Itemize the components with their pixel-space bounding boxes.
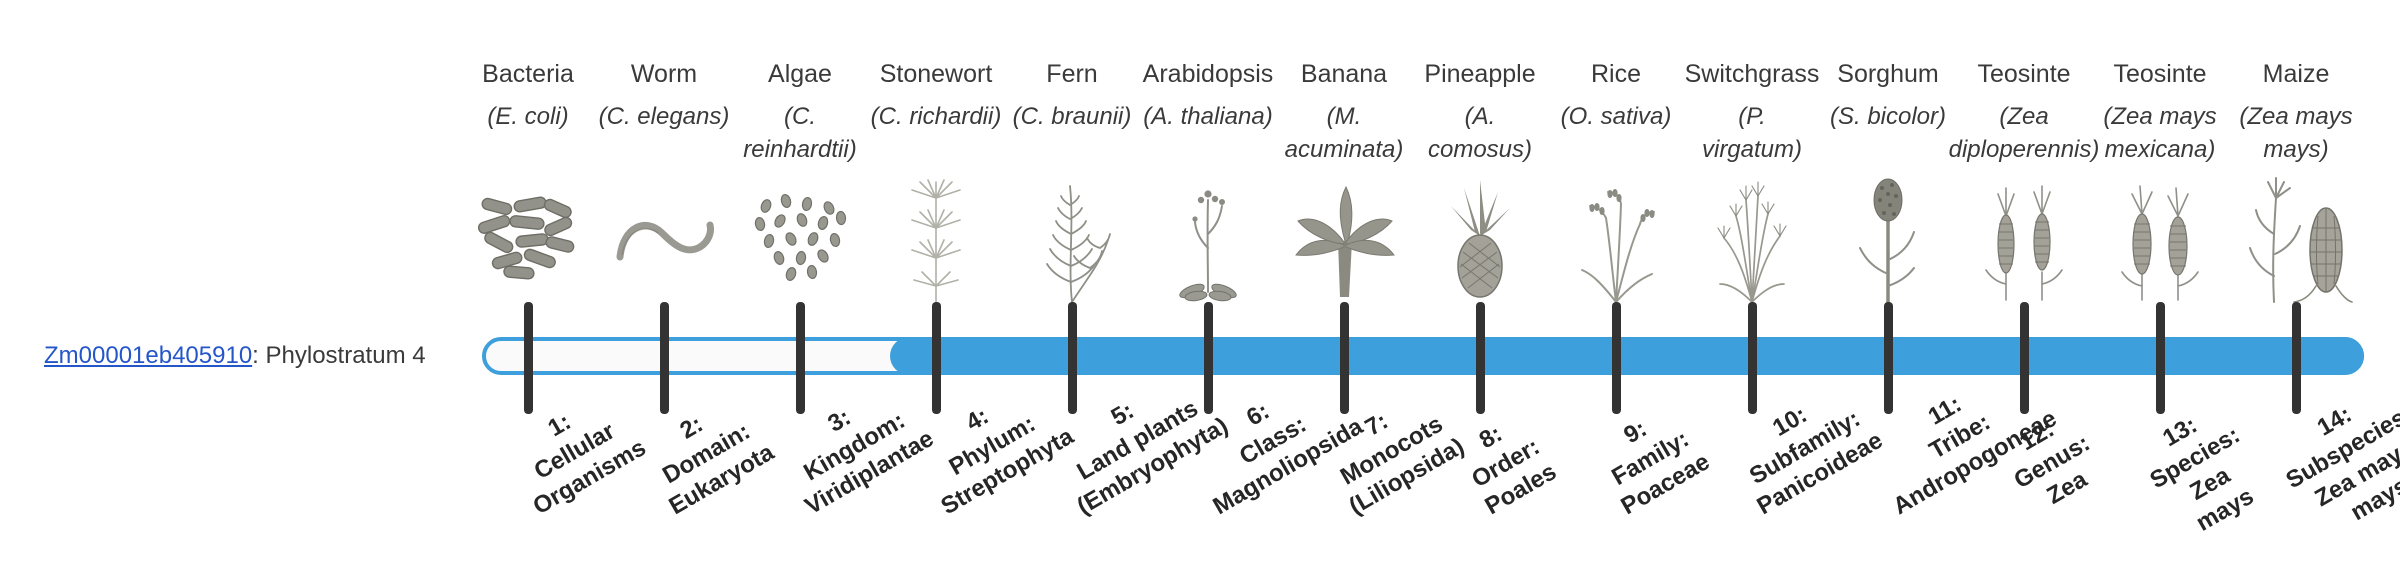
stratum-tick [2291, 302, 2301, 414]
organism-name: Stonewort [879, 60, 993, 88]
organism-column: Fern (C. braunii) 5: Land plants (Embryo… [1004, 0, 1233, 580]
bacteria-icon [460, 170, 596, 306]
algae-icon [732, 170, 868, 306]
organism-column: Switchgrass (P. virgatum) 10: Subfamily:… [1684, 0, 1888, 580]
maize-icon [2228, 170, 2364, 306]
phylostrata-bar-fill [890, 337, 2364, 375]
stratum-tick [1883, 302, 1893, 414]
organism-name: Arabidopsis [1142, 60, 1274, 88]
banana-icon [1276, 170, 1412, 306]
organism-column: Arabidopsis (A. thaliana) 6: Class: Magn… [1140, 0, 1368, 580]
fern-icon [1004, 170, 1140, 306]
organism-column: Worm (C. elegans) 2: Domain: Eukaryota [596, 0, 779, 580]
stratum-tick [1339, 302, 1349, 414]
organism-latin-name: (E. coli) [487, 103, 569, 130]
organism-column: Algae (C. reinhardtii) 3: Kingdom: Virid… [732, 0, 938, 580]
stratum-label: 8: Order: Poales [1467, 420, 1562, 521]
organism-name: Switchgrass [1684, 60, 1820, 88]
teosinte-diploperennis-icon [1956, 170, 2092, 306]
organism-column: Bacteria (E. coli) 1: Cellular Organisms [460, 0, 651, 580]
organism-name: Pineapple [1424, 60, 1536, 88]
organism-name: Banana [1300, 60, 1388, 88]
organism-latin-name: (A. comosus) [1427, 103, 1533, 163]
organism-latin-name: (P. virgatum) [1701, 103, 1803, 163]
organism-latin-name: (C. elegans) [598, 103, 730, 130]
gene-label: Zm00001eb405910: Phylostratum 4 [44, 342, 426, 370]
organism-name: Fern [1046, 60, 1098, 88]
stratum-tick [1203, 302, 1213, 414]
organism-column: Pineapple (A. comosus) 8: Order: Poales [1412, 0, 1561, 580]
organism-name: Bacteria [482, 60, 574, 88]
organism-latin-name: (O. sativa) [1560, 103, 1672, 130]
stratum-tick [1475, 302, 1485, 414]
organism-latin-name: (Zea diploperennis) [1948, 103, 2100, 163]
stratum-label: 14: Subspecies: Zea mays mays [2281, 400, 2400, 527]
stratum-tick [1067, 302, 1077, 414]
organism-name: Teosinte [2113, 60, 2207, 88]
arabidopsis-icon [1140, 170, 1276, 306]
organism-latin-name: (S. bicolor) [1829, 103, 1947, 130]
stratum-tick [2155, 302, 2165, 414]
stonewort-icon [868, 170, 1004, 306]
stratum-tick [795, 302, 805, 414]
switchgrass-icon [1684, 170, 1820, 306]
organism-column: Teosinte (Zea mays mexicana) 13: Species… [2092, 0, 2258, 580]
teosinte-mexicana-icon [2092, 170, 2228, 306]
rice-icon [1548, 170, 1684, 306]
organism-latin-name: (Zea mays mays) [2239, 103, 2353, 163]
organism-name: Worm [630, 60, 698, 88]
worm-icon [596, 170, 732, 306]
stratum-tick [1611, 302, 1621, 414]
stratum-tick [659, 302, 669, 414]
organism-name: Algae [768, 60, 832, 88]
organism-column: Teosinte (Zea diploperennis) 12: Genus: … [1949, 0, 2100, 580]
stratum-tick [1747, 302, 1757, 414]
sorghum-icon [1820, 170, 1956, 306]
organism-latin-name: (C. reinhardtii) [743, 103, 857, 163]
organism-column: Banana (M. acuminata) 7: Monocots (Lilio… [1276, 0, 1469, 580]
organism-name: Sorghum [1837, 60, 1939, 88]
stratum-tick [2019, 302, 2029, 414]
organism-column: Maize (Zea mays mays) 14: Subspecies: Ze… [2228, 0, 2400, 580]
phylostratum-text: : Phylostratum 4 [252, 342, 426, 369]
organism-name: Teosinte [1977, 60, 2071, 88]
organism-name: Maize [2262, 60, 2330, 88]
organism-name: Rice [1590, 60, 1641, 88]
gene-id-link[interactable]: Zm00001eb405910 [44, 342, 253, 369]
organism-latin-name: (C. braunii) [1012, 103, 1132, 130]
organism-latin-name: (A. thaliana) [1143, 103, 1273, 130]
pineapple-icon [1412, 170, 1548, 306]
organism-column: Stonewort (C. richardii) 4: Phylum: Stre… [868, 0, 1079, 580]
organism-latin-name: (M. acuminata) [1284, 103, 1404, 163]
organism-column: Sorghum (S. bicolor) 11: Tribe: Andropog… [1820, 0, 2061, 580]
stratum-tick [523, 302, 533, 414]
organism-column: Rice (O. sativa) 9: Family: Poaceae [1548, 0, 1715, 580]
organism-latin-name: (C. richardii) [870, 103, 1002, 130]
stratum-tick [931, 302, 941, 414]
organism-latin-name: (Zea mays mexicana) [2103, 103, 2217, 163]
